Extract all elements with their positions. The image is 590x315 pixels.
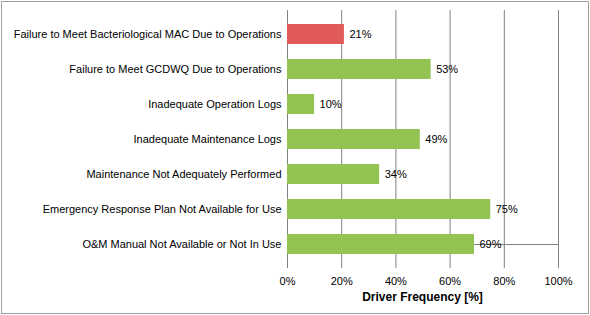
svg-text:69%: 69% [479,238,501,250]
svg-text:Inadequate Maintenance Logs: Inadequate Maintenance Logs [133,133,282,145]
svg-text:0%: 0% [280,275,296,287]
svg-text:Failure to Meet GCDWQ Due to O: Failure to Meet GCDWQ Due to Operations [69,63,282,75]
svg-text:53%: 53% [436,63,458,75]
svg-text:21%: 21% [349,28,371,40]
svg-text:40%: 40% [385,275,407,287]
html-text:Driver Frequency [%]: Driver Frequency [%] [362,290,483,304]
svg-text:100%: 100% [544,275,572,287]
svg-text:75%: 75% [496,203,518,215]
svg-text:20%: 20% [331,275,353,287]
svg-text:10%: 10% [320,98,342,110]
svg-text:Failure to Meet Bacteriologica: Failure to Meet Bacteriological MAC Due … [14,28,282,40]
svg-text:60%: 60% [439,275,461,287]
svg-text:80%: 80% [493,275,515,287]
svg-text:Emergency Response Plan Not Av: Emergency Response Plan Not Available fo… [43,203,282,215]
svg-text:49%: 49% [425,133,447,145]
svg-text:34%: 34% [385,168,407,180]
svg-text:Inadequate Operation Logs: Inadequate Operation Logs [148,98,282,110]
svg-text:O&M Manual Not Available or No: O&M Manual Not Available or Not In Use [82,238,281,250]
svg-text:Maintenance Not Adequately Per: Maintenance Not Adequately Performed [86,168,281,180]
